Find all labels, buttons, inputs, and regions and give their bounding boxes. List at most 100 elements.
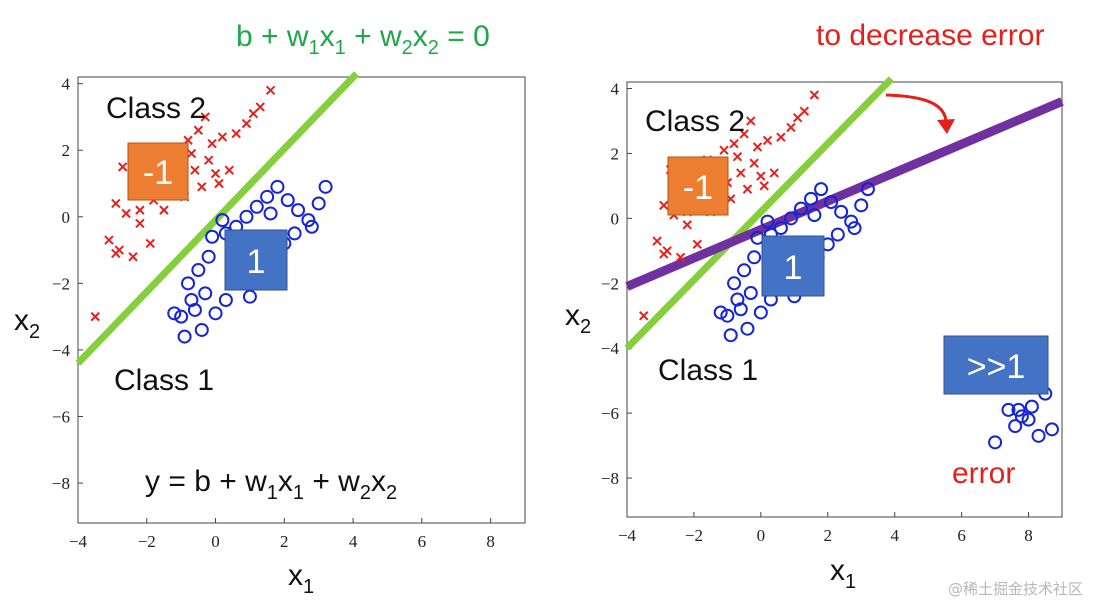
right-class2-point — [659, 249, 669, 259]
left-box-pos-rect — [224, 229, 288, 291]
left-class2-point — [217, 132, 228, 142]
left-x-ticks: −4 −2 0 2 4 6 8 — [69, 518, 495, 551]
right-class1-point — [988, 435, 1003, 450]
right-class1-point — [830, 227, 845, 242]
left-x-tick-label: 6 — [418, 532, 427, 551]
left-y-tick-label: −2 — [52, 274, 70, 293]
left-y-tick-label: −8 — [52, 474, 70, 493]
right-box-big: >>1 — [943, 335, 1049, 395]
right-class2-point — [769, 168, 779, 178]
x-marker-stroke — [203, 155, 214, 165]
right-class2-point — [799, 106, 810, 116]
left-class1-point — [280, 193, 295, 208]
x-marker-stroke — [759, 181, 769, 191]
left-class1-point — [201, 249, 216, 264]
left-class1-point — [205, 229, 220, 244]
x-marker-stroke — [682, 220, 692, 230]
left-class1-point — [311, 196, 326, 211]
right-class2-point — [762, 135, 773, 146]
right-class1-point — [1011, 402, 1026, 417]
left-x-tick-label: −2 — [138, 532, 156, 551]
left-box-neg: -1 — [127, 142, 189, 201]
right-x-ticks: −4 −2 0 2 4 6 8 — [618, 512, 1033, 545]
right-class2-point — [776, 132, 786, 142]
right-box-neg-rect — [667, 156, 729, 216]
right-class2-point — [809, 90, 820, 100]
right-class2-point — [682, 220, 692, 230]
left-panel: −4 −2 0 2 4 6 8 4 2 0 −2 −4 −6 −8 x1 x2 Class 2 Clas… — [14, 20, 526, 598]
left-class2-point — [255, 102, 265, 112]
left-class1-point — [249, 199, 264, 214]
right-class2-point — [675, 252, 686, 263]
right-box-neg-label: -1 — [683, 169, 713, 207]
left-class1-point — [177, 329, 192, 344]
left-class1-point — [318, 179, 333, 194]
x-marker-stroke — [135, 205, 145, 215]
left-x-tick-label: 2 — [280, 532, 289, 551]
left-class2-point — [210, 168, 221, 179]
right-class1-point — [847, 221, 862, 236]
right-y-tick-label: −6 — [601, 404, 619, 423]
x-marker-stroke — [809, 90, 820, 100]
left-class1-point — [184, 293, 199, 307]
left-y-tick-label: 0 — [62, 208, 71, 227]
x-marker-stroke — [652, 236, 662, 246]
left-y-ticks: 4 2 0 −2 −4 −6 −8 — [52, 75, 83, 493]
right-class2-point — [639, 311, 649, 321]
x-marker-stroke — [248, 108, 259, 119]
right-class1-point — [743, 286, 758, 301]
left-class2-point — [203, 155, 214, 165]
right-class1-point — [814, 182, 829, 197]
x-marker-stroke — [200, 112, 210, 122]
x-marker-stroke — [255, 102, 265, 112]
left-class2-point — [121, 208, 131, 219]
left-class2-point — [231, 128, 241, 139]
x-marker-stroke — [659, 200, 669, 211]
x-marker-stroke — [776, 132, 786, 142]
left-class2-point — [111, 248, 121, 259]
x-marker-stroke — [159, 205, 169, 215]
right-y-tick-label: 0 — [611, 209, 620, 228]
left-class1-point — [191, 263, 206, 278]
x-marker-stroke — [217, 132, 228, 142]
left-class2-point — [159, 205, 169, 215]
right-class1-point — [1008, 419, 1023, 434]
left-box-pos-label: 1 — [247, 243, 266, 281]
right-class2-point — [759, 181, 769, 191]
x-marker-stroke — [207, 138, 217, 149]
watermark: @稀土掘金技术社区 — [948, 580, 1083, 598]
right-class1-point — [753, 305, 768, 320]
left-class2-point — [193, 125, 204, 135]
right-class2-point — [732, 151, 743, 162]
right-boundary-line — [624, 76, 894, 351]
right-y-tick-label: −2 — [601, 274, 619, 293]
left-y-tick-label: −4 — [52, 341, 71, 360]
left-class1-point — [218, 293, 233, 307]
x-marker-stroke — [128, 252, 138, 262]
decrease-error-label: to decrease error — [816, 19, 1044, 52]
right-box-pos-rect — [761, 235, 825, 297]
right-class1-point — [1031, 428, 1046, 443]
left-x-tick-label: 4 — [349, 532, 358, 551]
x-marker-stroke — [145, 238, 155, 249]
x-marker-stroke — [659, 249, 669, 259]
x-marker-stroke — [729, 138, 739, 149]
x-marker-stroke — [756, 171, 766, 181]
right-class1-point — [844, 214, 859, 229]
right-class1-label: Class 1 — [658, 354, 758, 387]
right-plot-frame — [626, 81, 1063, 518]
x-marker-stroke — [193, 125, 204, 135]
x-marker-stroke — [121, 208, 131, 219]
x-marker-stroke — [752, 142, 763, 152]
right-y-axis-label: x2 — [565, 299, 591, 338]
right-x-tick-label: 8 — [1024, 526, 1033, 545]
x-marker-stroke — [104, 235, 114, 245]
x-marker-stroke — [769, 168, 779, 178]
left-class2-point — [241, 118, 252, 129]
left-y-tick-label: −6 — [52, 407, 70, 426]
left-x-axis-label: x1 — [288, 559, 314, 598]
output-equation: y = b + w1x1 + w2x2 — [145, 465, 397, 504]
left-class2-point — [224, 165, 234, 175]
x-marker-stroke — [786, 122, 796, 133]
x-marker-stroke — [214, 178, 224, 189]
